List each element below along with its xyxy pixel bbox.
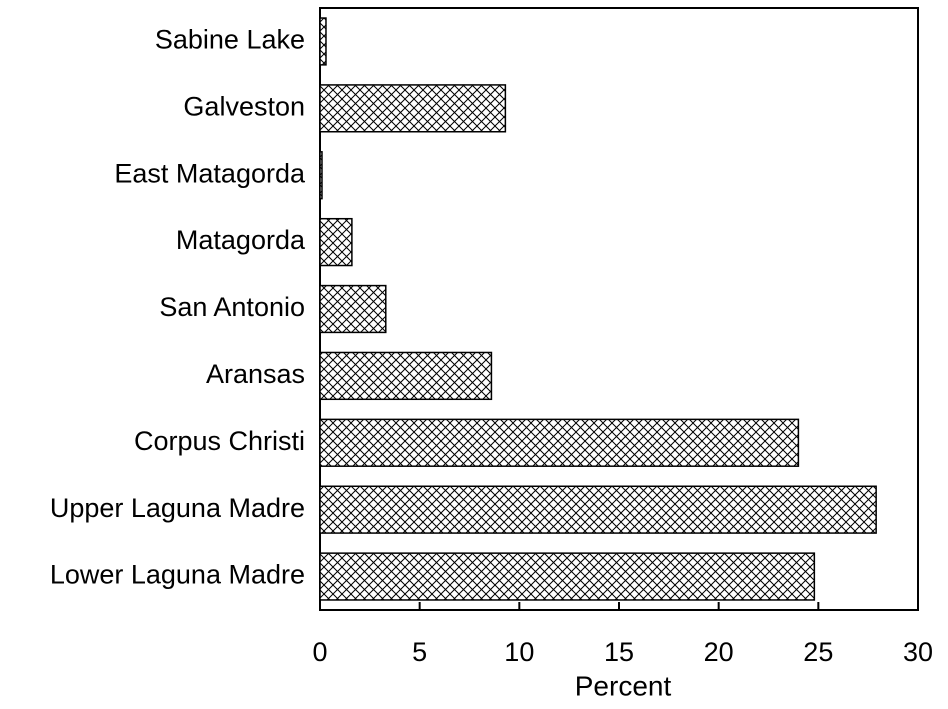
x-tick-label: 0 [312,637,327,667]
y-tick-label: Galveston [183,91,305,121]
x-tick-label: 20 [704,637,734,667]
y-tick-label: East Matagorda [114,158,306,188]
bar [319,552,816,601]
bar [319,284,387,334]
x-tick-label: 5 [412,637,427,667]
bar [319,418,800,467]
x-tick-label: 15 [604,637,634,667]
bar [319,151,323,200]
bar [319,217,353,267]
y-tick-label: San Antonio [159,292,305,322]
bar [319,351,493,401]
x-tick-label: 10 [504,637,534,667]
bar [319,17,327,66]
y-tick-label: Upper Laguna Madre [50,493,305,523]
x-axis-label: Percent [575,670,672,701]
x-tick-label: 25 [803,637,833,667]
y-tick-label: Lower Laguna Madre [50,560,305,590]
y-tick-label: Matagorda [176,225,306,255]
y-tick-label: Corpus Christi [134,426,305,456]
y-tick-label: Sabine Lake [155,25,305,55]
bar [319,84,507,133]
x-tick-label: 30 [903,637,933,667]
y-tick-label: Aransas [206,359,305,389]
bar [319,485,877,534]
